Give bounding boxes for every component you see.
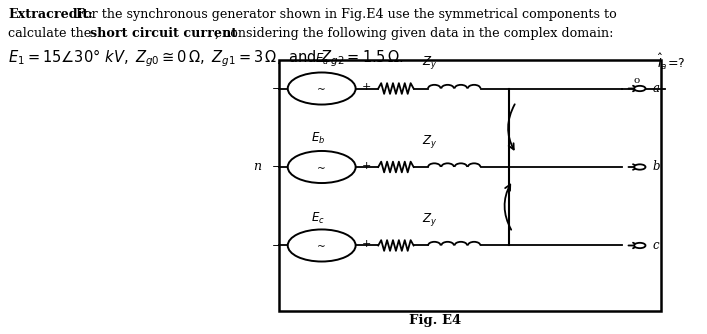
Text: ~: ~ (317, 164, 326, 174)
Text: ~: ~ (317, 85, 326, 95)
Circle shape (634, 164, 645, 170)
Text: $Z_y$: $Z_y$ (422, 133, 437, 150)
Text: $-$: $-$ (271, 239, 281, 249)
Text: $+$: $+$ (361, 160, 371, 171)
Circle shape (634, 243, 645, 248)
Text: $Z_y$: $Z_y$ (422, 54, 437, 71)
Text: $Z_y$: $Z_y$ (422, 211, 437, 228)
Text: n: n (254, 161, 262, 173)
Circle shape (288, 229, 356, 262)
Text: $\hat{I}_a\!=\!?$: $\hat{I}_a\!=\!?$ (658, 52, 686, 72)
Text: a: a (653, 82, 660, 95)
Text: $+$: $+$ (361, 81, 371, 92)
Text: $-$: $-$ (271, 160, 281, 170)
Bar (279, 60, 661, 311)
Text: ~: ~ (317, 242, 326, 252)
Circle shape (288, 151, 356, 183)
Circle shape (288, 72, 356, 105)
Text: short circuit current: short circuit current (90, 27, 237, 40)
Text: b: b (653, 161, 660, 173)
Text: $E_b$: $E_b$ (311, 131, 325, 146)
Text: $E_c$: $E_c$ (311, 211, 325, 226)
Text: $+$: $+$ (361, 238, 371, 249)
Text: o: o (633, 76, 639, 85)
Text: $E_1 = 15\angle30°\ kV,\ Z_{g0} \cong 0\,\Omega,\ Z_{g1} = 3\,\Omega,\ \mathrm{a: $E_1 = 15\angle30°\ kV,\ Z_{g0} \cong 0\… (8, 47, 404, 69)
Text: $E_a$: $E_a$ (315, 52, 329, 67)
Text: $-$: $-$ (271, 82, 281, 92)
Text: Fig. E4: Fig. E4 (409, 314, 461, 327)
Text: c: c (653, 239, 659, 252)
Text: For the synchronous generator shown in Fig.E4 use the symmetrical components to: For the synchronous generator shown in F… (76, 8, 617, 21)
Circle shape (634, 86, 645, 91)
Text: , considering the following given data in the complex domain:: , considering the following given data i… (215, 27, 614, 40)
Text: Extracredit:: Extracredit: (8, 8, 93, 21)
Text: calculate the: calculate the (8, 27, 95, 40)
